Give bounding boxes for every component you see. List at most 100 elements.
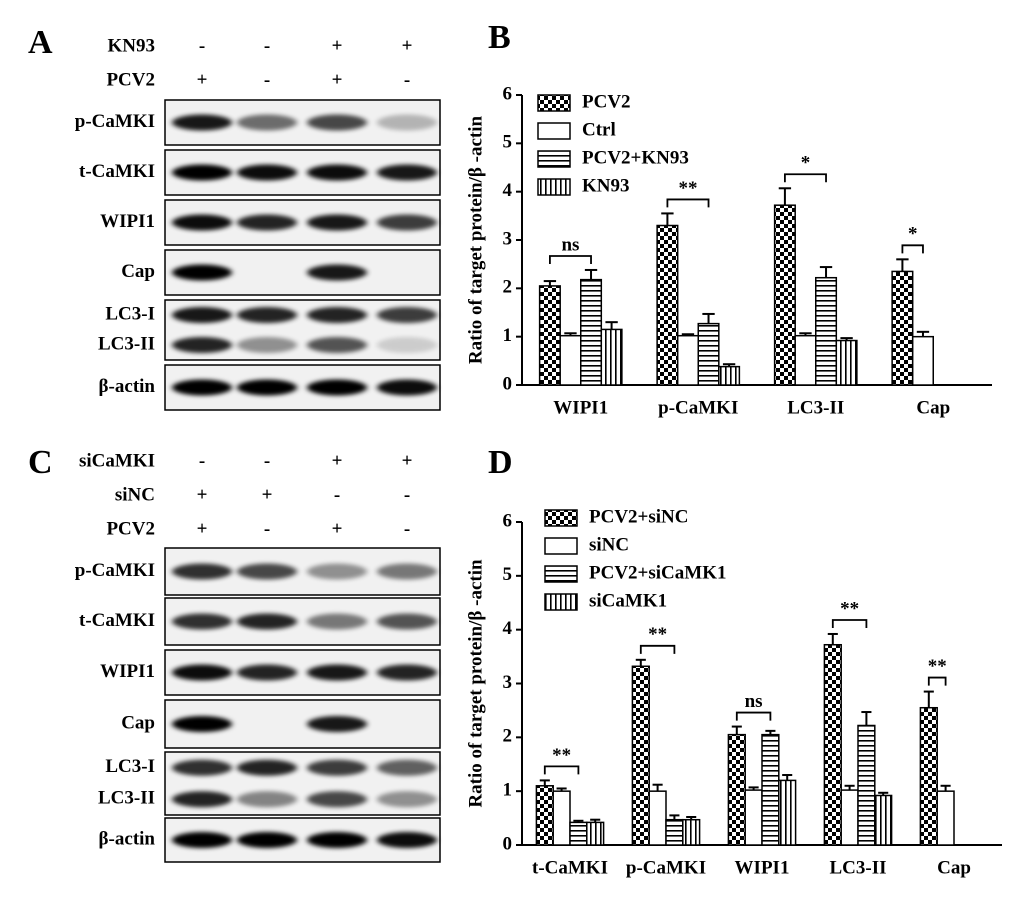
band [377,613,437,630]
error-bar [556,787,567,792]
band [237,664,297,681]
y-tick-label: 3 [503,672,513,693]
error-bar [940,784,951,792]
bar [538,285,561,386]
band [377,379,437,396]
bar [744,789,763,846]
band [377,114,437,131]
y-tick-label: 1 [503,780,513,801]
significance-bracket [543,765,580,775]
condition-mark: - [334,484,340,505]
bar [682,818,701,846]
error-bar [669,814,680,820]
band [237,832,297,848]
error-bar [681,333,695,336]
band [377,832,437,848]
band [172,337,232,353]
band [377,164,437,181]
condition-mark: - [199,450,205,471]
y-axis-label: Ratio of target protein/β -actin [465,115,486,364]
condition-mark: + [197,518,208,539]
error-bar [827,632,838,645]
error-bar [844,784,855,791]
bar [874,794,893,846]
blot-label: β-actin [99,376,156,397]
band [377,664,437,681]
x-tick-label: LC3-II [787,397,844,418]
band [172,759,232,776]
band [172,379,232,396]
significance-bracket [831,619,868,628]
band [377,214,437,231]
bar [794,334,817,386]
bar [665,818,684,846]
condition-mark: - [264,450,270,471]
legend-label: KN93 [582,175,630,196]
legend-swatch [537,122,571,140]
bar [648,790,667,846]
error-bar [605,321,618,330]
condition-label: PCV2 [106,69,155,90]
x-tick-label: p-CaMKI [626,857,706,878]
condition-mark: - [264,35,270,56]
condition-label: siCaMKI [79,450,155,471]
bar [835,339,858,386]
band [237,379,297,396]
y-tick-label: 2 [503,277,513,298]
band [237,307,297,323]
significance-label: ** [928,656,947,677]
band [307,164,367,181]
significance-label: * [908,224,918,245]
significance-label: * [801,153,811,174]
error-bar [584,268,598,280]
band [172,164,232,181]
legend-label: siCaMK1 [589,590,667,611]
band [307,613,367,630]
condition-mark: - [404,484,410,505]
condition-mark: + [262,484,273,505]
y-tick-label: 0 [503,373,513,394]
error-bar [731,725,742,735]
band [307,832,367,848]
panel-label: C [28,444,53,481]
y-tick-label: 5 [503,564,513,585]
band [377,563,437,580]
error-bar [861,711,872,726]
condition-mark: + [402,450,413,471]
blot-label: LC3-II [98,788,155,809]
error-bar [799,332,812,336]
condition-mark: - [199,35,205,56]
y-tick-label: 0 [503,833,513,854]
band [172,613,232,630]
panel-label: B [488,19,511,56]
bar [891,270,914,386]
x-tick-label: WIPI1 [735,857,790,878]
significance-label: ** [678,178,697,199]
x-tick-label: WIPI1 [553,397,608,418]
error-bar [896,258,909,272]
y-tick-label: 3 [503,228,513,249]
band [307,563,367,580]
bar [697,322,720,386]
significance-label: ** [648,624,667,645]
bar [840,789,859,846]
blot-label: p-CaMKI [75,111,155,132]
error-bar [778,187,792,206]
significance-label: ns [745,691,763,712]
bar [559,334,582,386]
bar [586,821,605,846]
y-tick-label: 2 [503,726,513,747]
bar [761,733,780,846]
y-tick-label: 1 [503,325,513,346]
band [172,664,232,681]
bar [535,785,554,846]
band [237,214,297,231]
significance-bracket [927,676,947,686]
error-bar [782,774,793,781]
bar [718,365,741,386]
band [377,759,437,776]
blot-label: LC3-I [105,303,155,324]
band [377,337,437,353]
condition-mark: - [404,69,410,90]
